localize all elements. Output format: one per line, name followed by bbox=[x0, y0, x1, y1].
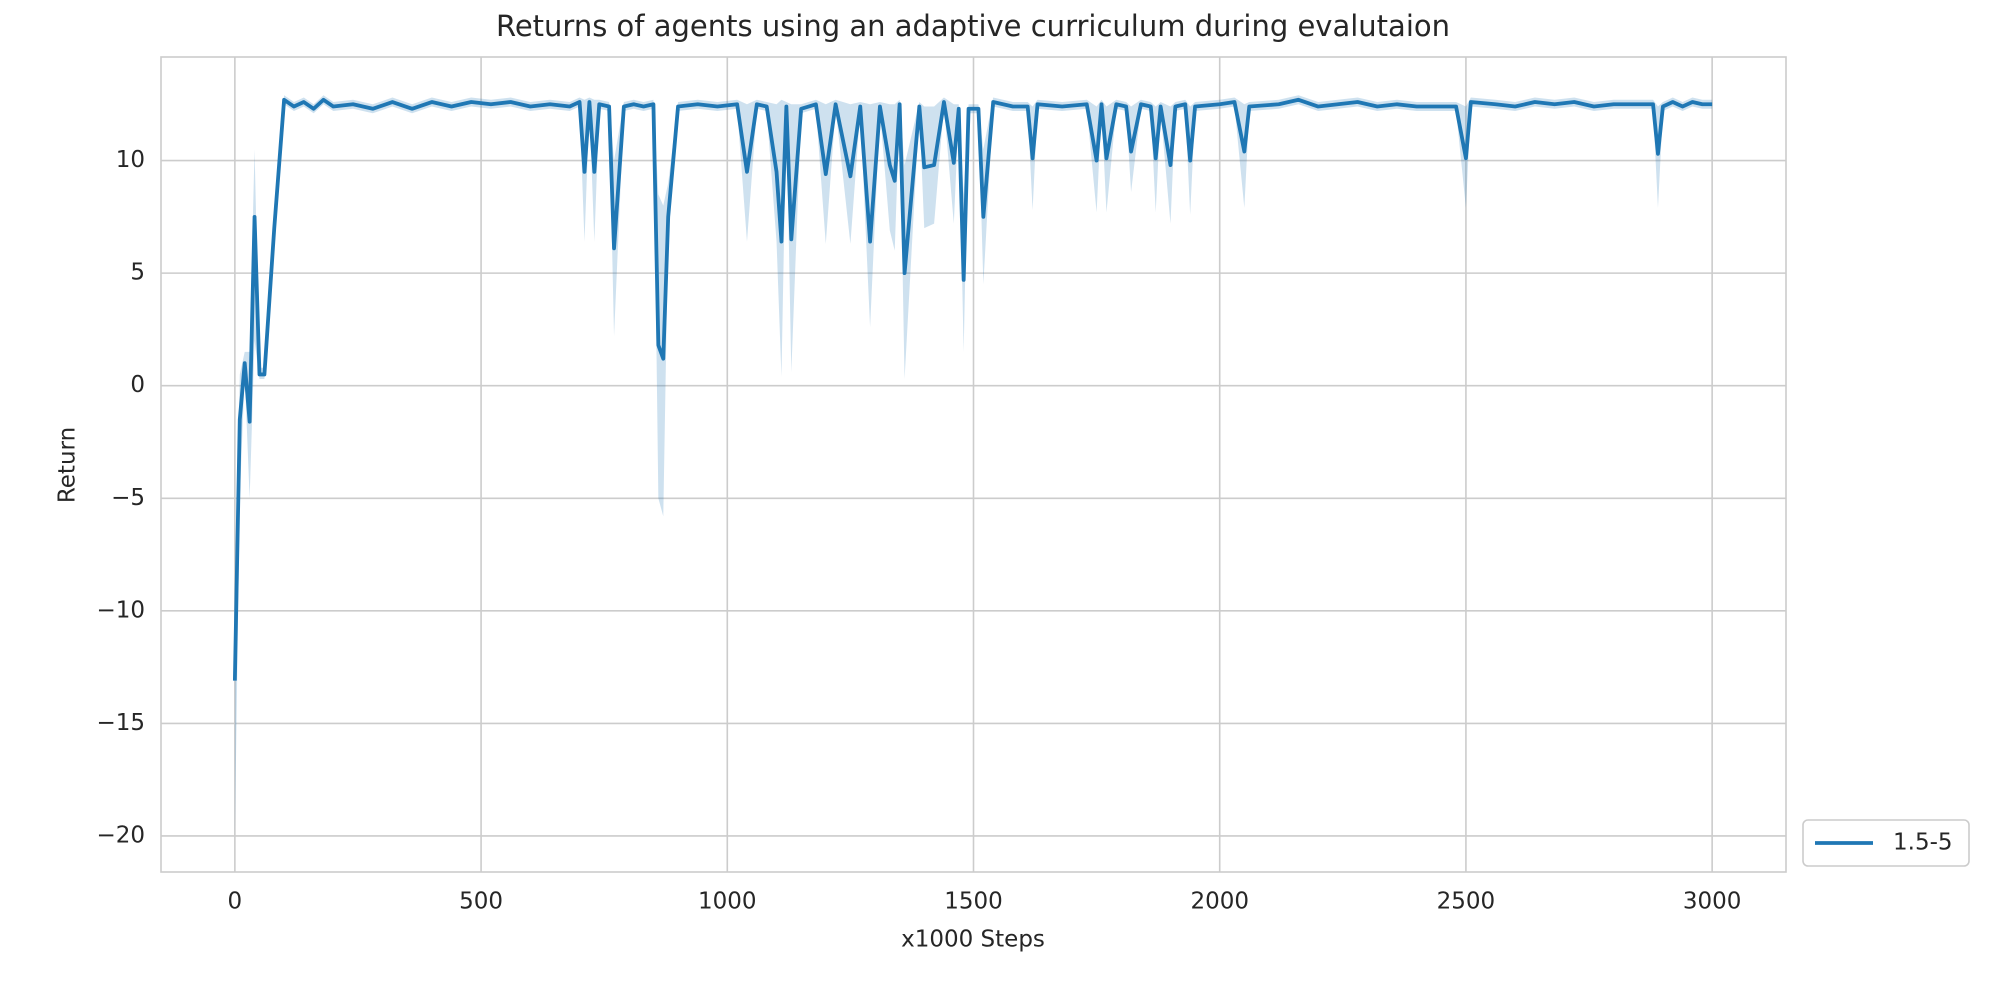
legend-label: 1.5-5 bbox=[1893, 830, 1953, 856]
x-axis-label: x1000 Steps bbox=[901, 927, 1045, 953]
x-tick-label: 2500 bbox=[1437, 889, 1496, 915]
chart-title: Returns of agents using an adaptive curr… bbox=[496, 9, 1450, 43]
y-tick-label: −5 bbox=[111, 485, 145, 511]
y-tick-label: −20 bbox=[96, 822, 145, 848]
x-tick-label: 0 bbox=[228, 889, 243, 915]
plot-frame bbox=[160, 56, 1787, 873]
x-tick-label: 500 bbox=[459, 889, 503, 915]
line bbox=[232, 97, 1713, 681]
x-tick-label: 3000 bbox=[1683, 889, 1742, 915]
y-tick-label: 10 bbox=[116, 147, 145, 173]
y-axis-label: Return bbox=[55, 427, 81, 503]
legend-box bbox=[1802, 819, 1970, 867]
x-tick-label: 1000 bbox=[698, 889, 757, 915]
x-tick-label: 1500 bbox=[944, 889, 1003, 915]
y-tick-label: 0 bbox=[130, 372, 145, 398]
y-tick-label: −10 bbox=[96, 597, 145, 623]
x-tick-label: 2000 bbox=[1190, 889, 1249, 915]
y-tick-label: 5 bbox=[130, 260, 145, 286]
y-tick-label: −15 bbox=[96, 710, 145, 736]
